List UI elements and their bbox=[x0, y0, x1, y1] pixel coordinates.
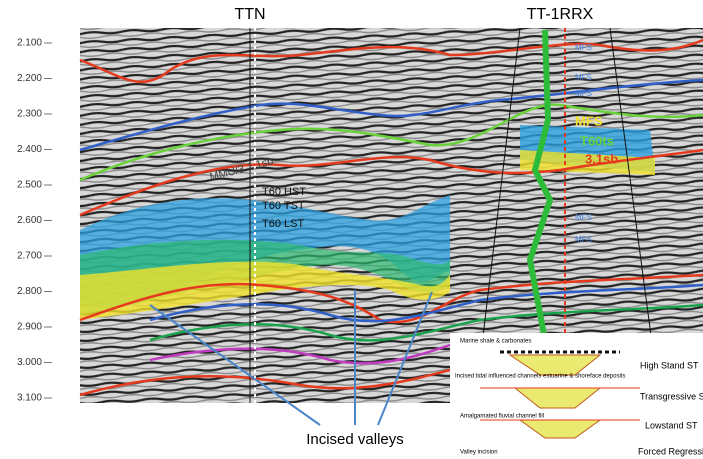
depth-label: 3.000 bbox=[17, 357, 42, 368]
mfs-label: MFS bbox=[575, 73, 592, 82]
well-name: TTN bbox=[234, 6, 265, 23]
inset-text: Amalgamated fluvial channel fill bbox=[460, 414, 544, 420]
depth-label: 2.800 bbox=[17, 286, 42, 297]
inset-text: Lowstand ST bbox=[645, 420, 698, 430]
mfs-label: MFS bbox=[575, 213, 592, 222]
well-name: TT-1RRX bbox=[527, 6, 594, 23]
mfs-labels: MFS MFS MFS MFS MFS bbox=[575, 43, 592, 244]
annotation: T60 HST bbox=[262, 186, 306, 198]
annotation: Incised valleys bbox=[306, 431, 404, 448]
depth-label: 3.100 bbox=[17, 393, 42, 404]
depth-axis: 2.100 2.200 2.300 2.400 2.500 2.600 2.700 2.800… bbox=[17, 38, 52, 404]
depth-label: 2.900 bbox=[17, 322, 42, 333]
depth-label: 2.100 bbox=[17, 38, 42, 49]
inset-text: Forced Regressio bbox=[638, 446, 703, 456]
depth-label: 2.300 bbox=[17, 109, 42, 120]
depth-label: 2.400 bbox=[17, 144, 42, 155]
mfs-label: MFS bbox=[575, 43, 592, 52]
depth-label: 2.200 bbox=[17, 73, 42, 84]
inset-text: High Stand ST bbox=[640, 360, 699, 370]
depth-label: 2.500 bbox=[17, 180, 42, 191]
depth-label: 2.600 bbox=[17, 215, 42, 226]
inset-text: Valley incision bbox=[460, 450, 498, 456]
pointer-lines bbox=[149, 290, 433, 426]
inset-text: Transgressive ST bbox=[640, 391, 703, 401]
annotation: T60ts bbox=[580, 133, 614, 148]
mfs-label: MFS bbox=[575, 89, 592, 98]
inset: Marine shale & carbonates High Stand ST … bbox=[450, 333, 703, 459]
depth-label: 2.700 bbox=[17, 251, 42, 262]
annotation: T60 TST bbox=[262, 200, 305, 212]
seismic-section bbox=[79, 27, 703, 404]
mfs-label: MFS bbox=[575, 235, 592, 244]
annotation: MFS bbox=[575, 113, 603, 128]
inset-text: Marine shale & carbonates bbox=[460, 339, 531, 345]
inset-text: Incised tidal influenced channels estuar… bbox=[455, 374, 625, 380]
annotation: 3.1sb bbox=[585, 151, 618, 166]
annotation: T60 LST bbox=[262, 218, 304, 230]
